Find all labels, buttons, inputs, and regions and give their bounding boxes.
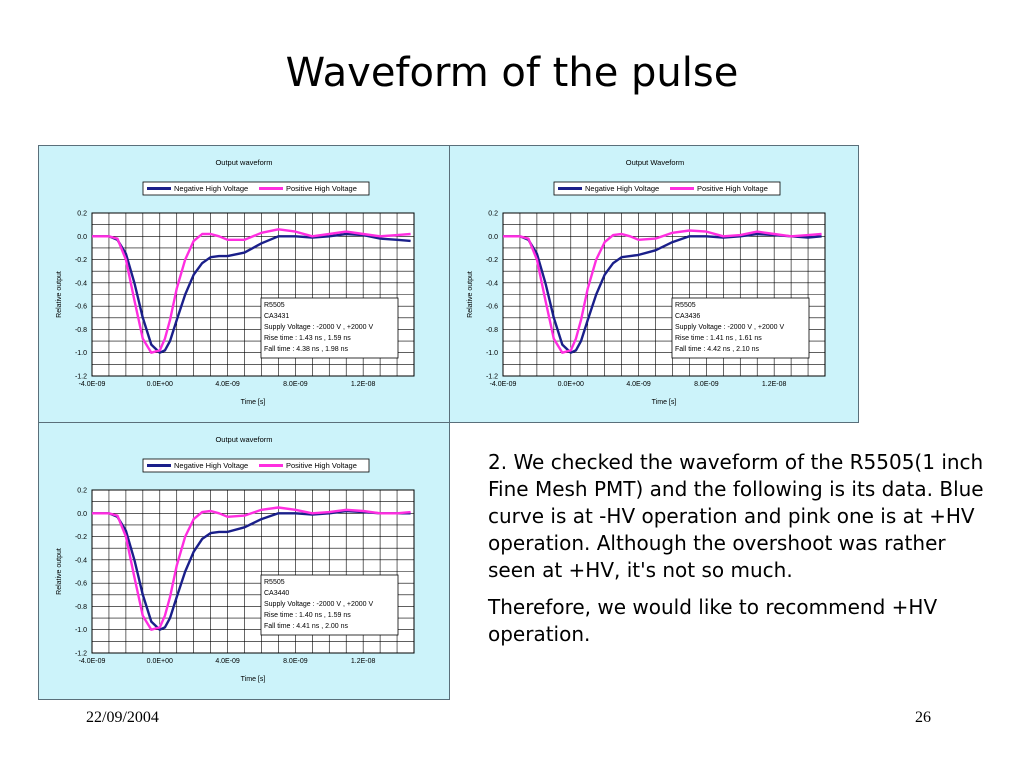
annotation-line: Fall time : 4.41 ns , 2.00 ns [264, 623, 349, 630]
annotation-box [260, 574, 399, 636]
y-tick-label: 0.2 [488, 211, 498, 218]
x-tick-label: 4.0E-09 [215, 658, 240, 665]
x-tick-label: 8.0E-09 [694, 381, 719, 388]
negative-hv-line [503, 232, 822, 354]
x-axis-label: Time [s] [241, 676, 266, 683]
plot-frame [91, 212, 415, 377]
body-paragraph-2: Therefore, we would like to recommend +H… [488, 595, 938, 646]
y-tick-label: -0.2 [486, 257, 498, 264]
x-tick-label: 8.0E-09 [283, 658, 308, 665]
annotation-line: R5505 [264, 579, 285, 586]
x-axis-label: Time [s] [652, 399, 677, 406]
y-tick-label: -0.4 [75, 557, 87, 564]
x-tick-label: 1.2E-08 [762, 381, 787, 388]
chart-title: Output waveform [215, 435, 272, 444]
y-tick-label: -0.8 [486, 327, 498, 334]
waveform-chart: Output waveform Negative High Voltage Posi… [56, 435, 415, 683]
positive-hv-line [503, 229, 822, 354]
y-tick-label: -1.2 [486, 374, 498, 381]
page-number: 26 [915, 709, 931, 726]
annotation-line: CA3440 [264, 590, 289, 597]
y-tick-label: -0.6 [75, 581, 87, 588]
chart-title: Output Waveform [626, 158, 685, 167]
y-axis-label: Relative output [467, 271, 474, 318]
x-tick-label: -4.0E-09 [490, 381, 517, 388]
annotation-line: Supply Voltage : -2000 V , +2000 V [264, 324, 373, 331]
legend-label: Positive High Voltage [286, 184, 357, 193]
positive-hv-line [92, 506, 411, 631]
y-tick-label: -0.8 [75, 327, 87, 334]
annotation-line: R5505 [675, 302, 696, 309]
legend-label: Negative High Voltage [585, 184, 659, 193]
x-tick-label: 4.0E-09 [626, 381, 651, 388]
annotation-line: Rise time : 1.41 ns , 1.61 ns [675, 335, 762, 342]
y-tick-label: -0.4 [486, 280, 498, 287]
body-paragraph-1: 2. We checked the waveform of the R5505(… [488, 450, 984, 582]
x-tick-label: -4.0E-09 [79, 381, 106, 388]
y-tick-label: -1.2 [75, 651, 87, 658]
annotation-line: Supply Voltage : -2000 V , +2000 V [675, 324, 784, 331]
positive-hv-line [92, 228, 411, 354]
y-tick-label: -1.0 [75, 350, 87, 357]
plot-frame [91, 489, 415, 654]
x-tick-label: 0.0E+00 [147, 658, 173, 665]
waveform-chart: Output Waveform Negative High Voltage Posi… [467, 158, 826, 406]
x-tick-label: -4.0E-09 [79, 658, 106, 665]
annotation-line: Fall time : 4.42 ns , 2.10 ns [675, 346, 760, 353]
legend-box [142, 181, 370, 196]
y-tick-label: -0.2 [75, 534, 87, 541]
y-tick-label: 0.0 [77, 511, 87, 518]
chart-panel-top-right: Output Waveform Negative High Voltage Posi… [449, 145, 859, 423]
y-tick-label: 0.2 [77, 488, 87, 495]
legend-label: Positive High Voltage [286, 461, 357, 470]
y-tick-label: -0.2 [75, 257, 87, 264]
legend-box [142, 458, 370, 473]
y-tick-label: 0.2 [77, 211, 87, 218]
y-tick-label: 0.0 [488, 234, 498, 241]
annotation-box [260, 297, 399, 359]
annotation-line: CA3436 [675, 313, 700, 320]
annotation-line: Rise time : 1.40 ns , 1.59 ns [264, 612, 351, 619]
legend-box [553, 181, 781, 196]
annotation-line: Supply Voltage : -2000 V , +2000 V [264, 601, 373, 608]
x-tick-label: 8.0E-09 [283, 381, 308, 388]
annotation-line: CA3431 [264, 313, 289, 320]
x-tick-label: 4.0E-09 [215, 381, 240, 388]
x-tick-label: 1.2E-08 [351, 658, 376, 665]
legend-label: Negative High Voltage [174, 184, 248, 193]
chart-title: Output waveform [215, 158, 272, 167]
y-axis-label: Relative output [56, 271, 63, 318]
footer-date: 22/09/2004 [86, 709, 159, 726]
legend-label: Positive High Voltage [697, 184, 768, 193]
x-tick-label: 0.0E+00 [558, 381, 584, 388]
x-axis-label: Time [s] [241, 399, 266, 406]
x-tick-label: 1.2E-08 [351, 381, 376, 388]
y-axis-label: Relative output [56, 548, 63, 595]
annotation-box [671, 297, 810, 359]
y-tick-label: -0.8 [75, 604, 87, 611]
chart-panel-bottom-left: Output waveform Negative High Voltage Posi… [38, 422, 450, 700]
waveform-chart: Output waveform Negative High Voltage Posi… [56, 158, 415, 406]
y-tick-label: -1.0 [75, 627, 87, 634]
legend-label: Negative High Voltage [174, 461, 248, 470]
y-tick-label: -1.2 [75, 374, 87, 381]
slide-title: Waveform of the pulse [285, 50, 739, 96]
negative-hv-line [92, 232, 411, 354]
plot-frame [502, 212, 826, 377]
annotation-line: R5505 [264, 302, 285, 309]
body-text: 2. We checked the waveform of the R5505(… [488, 449, 998, 658]
y-tick-label: -0.6 [75, 304, 87, 311]
annotation-line: Fall time : 4.38 ns , 1.98 ns [264, 346, 349, 353]
chart-panel-top-left: Output waveform Negative High Voltage Posi… [38, 145, 450, 423]
y-tick-label: -1.0 [486, 350, 498, 357]
y-tick-label: -0.4 [75, 280, 87, 287]
y-tick-label: 0.0 [77, 234, 87, 241]
annotation-line: Rise time : 1.43 ns , 1.59 ns [264, 335, 351, 342]
y-tick-label: -0.6 [486, 304, 498, 311]
x-tick-label: 0.0E+00 [147, 381, 173, 388]
